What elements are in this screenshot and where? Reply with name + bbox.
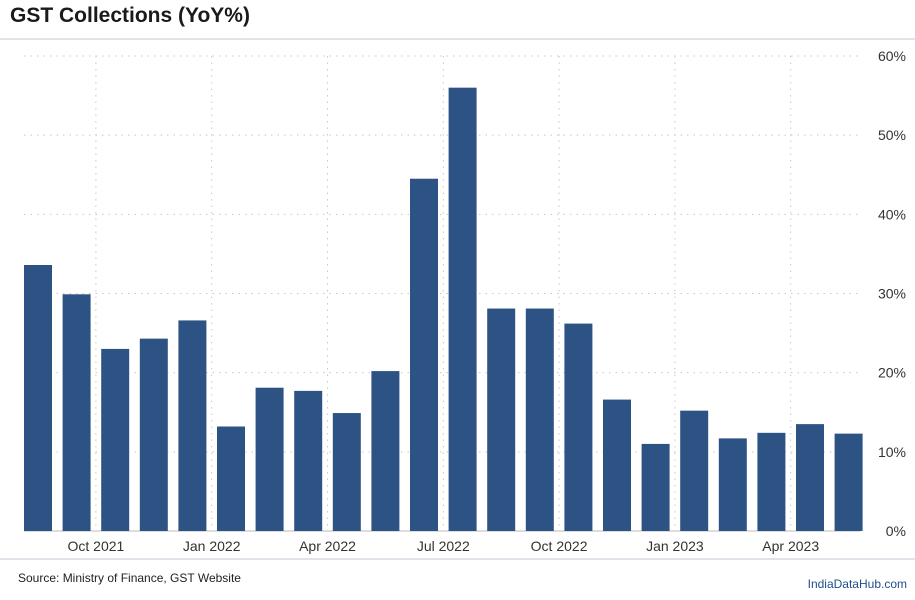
bar-layer bbox=[24, 87, 863, 532]
bar bbox=[255, 387, 284, 531]
bar bbox=[294, 390, 323, 531]
y-tick-label: 50% bbox=[878, 127, 906, 143]
x-tick-label: Jan 2022 bbox=[183, 538, 241, 554]
bar bbox=[487, 308, 516, 531]
x-tick-label: Jan 2023 bbox=[646, 538, 704, 554]
title-divider bbox=[0, 38, 915, 40]
bar bbox=[371, 371, 400, 531]
chart-title: GST Collections (YoY%) bbox=[10, 4, 250, 27]
footer-divider bbox=[0, 558, 915, 560]
y-tick-label: 30% bbox=[878, 286, 906, 302]
y-tick-label: 60% bbox=[878, 48, 906, 64]
bar bbox=[564, 323, 593, 531]
bar bbox=[62, 294, 91, 531]
y-tick-label: 0% bbox=[886, 523, 906, 539]
bar bbox=[24, 265, 52, 531]
bar bbox=[178, 320, 207, 531]
bar bbox=[448, 87, 477, 532]
brand-link[interactable]: IndiaDataHub.com bbox=[807, 577, 907, 591]
bar bbox=[525, 308, 554, 531]
bar bbox=[139, 338, 168, 531]
bar bbox=[680, 410, 709, 531]
bar bbox=[834, 433, 863, 531]
y-axis: 0% 10% 20% 30% 40% 50% 60% bbox=[878, 48, 906, 539]
y-tick-label: 40% bbox=[878, 206, 906, 222]
bar bbox=[410, 178, 438, 532]
x-axis: Oct 2021 Jan 2022 Apr 2022 Jul 2022 Oct 2022… bbox=[67, 538, 819, 554]
source-note: Source: Ministry of Finance, GST Website bbox=[18, 571, 241, 585]
x-tick-label: Apr 2022 bbox=[299, 538, 356, 554]
bar bbox=[101, 348, 130, 531]
bar bbox=[603, 399, 631, 531]
bar bbox=[641, 443, 670, 531]
y-tick-label: 10% bbox=[878, 444, 906, 460]
bar bbox=[332, 413, 361, 531]
x-tick-label: Apr 2023 bbox=[762, 538, 819, 554]
x-tick-label: Oct 2021 bbox=[67, 538, 124, 554]
bar bbox=[796, 424, 824, 531]
bar bbox=[757, 432, 786, 531]
bar bbox=[217, 426, 245, 531]
bar bbox=[718, 438, 747, 531]
x-tick-label: Oct 2022 bbox=[531, 538, 588, 554]
y-tick-label: 20% bbox=[878, 365, 906, 381]
x-tick-label: Jul 2022 bbox=[417, 538, 470, 554]
